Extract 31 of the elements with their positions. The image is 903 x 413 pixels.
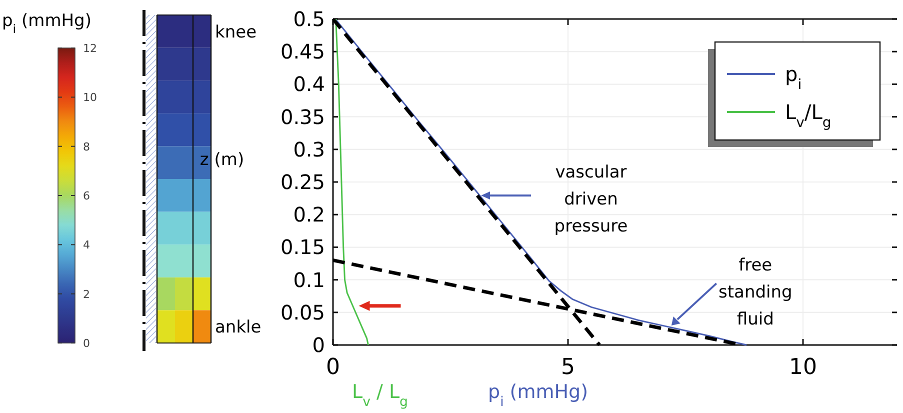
- y-tick-label: ankle: [215, 318, 262, 338]
- x-tick-label: 10: [789, 355, 817, 380]
- y-tick-label: 0.1: [293, 268, 325, 292]
- color-bar-label: 2: [83, 288, 90, 301]
- color-bar-label: 12: [83, 42, 97, 55]
- y-tick-label: 0.3: [293, 137, 325, 162]
- x-tick-label: 5: [561, 355, 575, 380]
- annotation: free standing fluid: [718, 255, 792, 330]
- y-tick-label: 0.4: [293, 72, 325, 96]
- legend-label: L$_{v}$/L$_{g}$: [785, 100, 832, 131]
- color-bar-label: 8: [83, 140, 90, 154]
- x-axis-title: p$_{i}$ (mmHg): [488, 381, 588, 410]
- text: L$_{v}$ / L$_{g}$: [352, 381, 408, 410]
- line-series: [335, 19, 369, 346]
- y-tick-label: knee: [215, 22, 257, 42]
- annotation: vascular driven pressure: [554, 162, 628, 237]
- color-bar-label: 0: [83, 337, 90, 350]
- y-tick-label: 0.05: [280, 300, 325, 324]
- color-bar-title: p$_{i}$ (mmHg): [2, 11, 92, 36]
- y-tick-label: 0.2: [293, 202, 325, 227]
- y-tick-label: 0.25: [280, 170, 325, 194]
- y-tick-label: 0.15: [280, 235, 325, 260]
- legend-label: p$_{i}$: [785, 62, 802, 93]
- color-bar-label: 6: [83, 190, 90, 202]
- color-bar-label: 4: [83, 238, 90, 252]
- color-bar-label: 10: [83, 91, 97, 104]
- y-axis-title: z (m): [200, 150, 244, 170]
- y-tick-label: 0.35: [280, 104, 325, 129]
- y-tick-label: 0: [312, 333, 325, 357]
- y-tick-label: 0.5: [293, 7, 325, 31]
- y-tick-label: 0.45: [280, 40, 325, 64]
